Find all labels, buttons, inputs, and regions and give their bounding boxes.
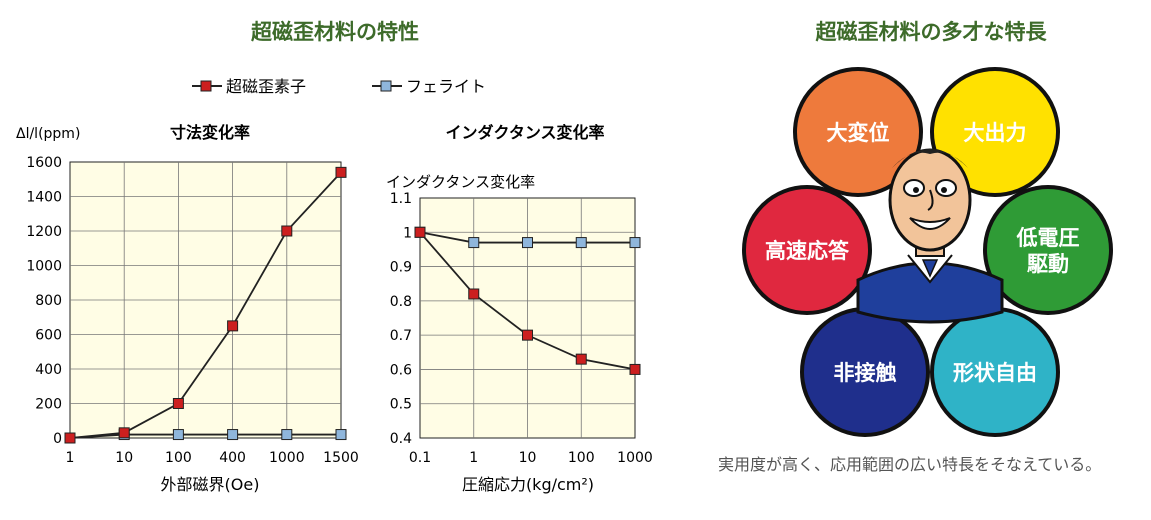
data-point-1 — [172, 429, 184, 441]
feature-label-0: 大変位 — [827, 121, 890, 145]
x-tick-label: 1500 — [323, 450, 359, 466]
data-point-1 — [227, 429, 239, 441]
data-point-0 — [227, 320, 239, 332]
data-point-1 — [281, 429, 293, 441]
data-point-1 — [522, 237, 533, 249]
y-tick-label: 1 — [403, 225, 412, 241]
feature-circle-4: 非接触 — [800, 307, 930, 437]
chart-1-ylabel: Δl/l(ppm) — [16, 126, 80, 142]
data-point-1 — [468, 237, 480, 249]
x-tick-label: 0.1 — [409, 450, 431, 466]
y-tick-label: 600 — [35, 328, 62, 344]
feature-label-2: 高速応答 — [765, 239, 850, 263]
feature-label-3: 低電圧 — [1016, 226, 1080, 250]
x-tick-label: 100 — [568, 450, 595, 466]
data-point-0 — [64, 432, 76, 444]
legend-label-0: 超磁歪素子 — [226, 77, 306, 96]
chart-2: インダクタンス変化率 インダクタンス変化率 0.4 0.5 0.6 0.7 0.8 0.9… — [386, 123, 653, 494]
chart-1-x-tick-labels: 1 10 100 400 1000 1500 — [66, 450, 359, 466]
feature-circle-2: 高速応答 — [742, 185, 872, 315]
data-point-1 — [629, 237, 641, 249]
feature-label-5: 形状自由 — [953, 361, 1037, 385]
right-title: 超磁歪材料の多才な特長 — [815, 20, 1047, 44]
y-tick-label: 0 — [53, 431, 62, 447]
chart-2-y-tick-labels: 0.4 0.5 0.6 0.7 0.8 0.9 1 1.1 — [390, 191, 412, 447]
y-tick-label: 1000 — [26, 259, 62, 275]
chart-1-y-tick-labels: 0 200 400 600 800 1000 1200 1400 1600 — [26, 155, 62, 447]
legend: 超磁歪素子 フェライト — [192, 77, 486, 96]
y-tick-label: 0.7 — [390, 328, 412, 344]
y-tick-label: 0.5 — [390, 397, 412, 413]
data-point-0 — [172, 398, 184, 409]
chart-1-title: 寸法変化率 — [170, 123, 250, 142]
legend-marker-0 — [200, 80, 212, 92]
data-point-0 — [414, 226, 426, 238]
x-tick-label: 10 — [115, 450, 133, 466]
chart-1-xlabel: 外部磁界(Oe) — [161, 475, 260, 494]
caption: 実用度が高く、応用範囲の広い特長をそなえている。 — [718, 455, 1102, 474]
data-point-0 — [468, 288, 480, 300]
feature-label-4: 非接触 — [834, 361, 897, 385]
x-tick-label: 10 — [519, 450, 537, 466]
feature-label-1: 大出力 — [964, 121, 1027, 145]
chart-2-ylabel: インダクタンス変化率 — [386, 173, 535, 191]
series-line-1 — [69, 433, 341, 439]
x-tick-label: 1 — [469, 450, 478, 466]
y-tick-label: 1400 — [26, 190, 62, 206]
series-line-0 — [69, 171, 342, 439]
x-tick-label: 100 — [165, 450, 192, 466]
legend-marker-1 — [380, 80, 392, 92]
y-tick-label: 200 — [35, 397, 62, 413]
data-point-1 — [335, 429, 347, 441]
x-tick-label: 400 — [219, 450, 246, 466]
y-tick-label: 0.9 — [390, 260, 412, 276]
data-point-0 — [522, 329, 533, 341]
feature-circle-0: 大変位 — [793, 67, 923, 197]
x-tick-label: 1000 — [617, 450, 653, 466]
y-tick-label: 1200 — [26, 224, 62, 240]
legend-label-1: フェライト — [406, 77, 486, 96]
chart-2-title: インダクタンス変化率 — [445, 123, 604, 142]
data-point-0 — [335, 166, 347, 178]
data-point-0 — [118, 427, 130, 439]
y-tick-label: 800 — [35, 293, 62, 309]
data-point-0 — [629, 363, 641, 375]
mascot-illustration — [856, 148, 1004, 324]
y-tick-label: 0.4 — [390, 431, 412, 447]
left-title: 超磁歪材料の特性 — [251, 20, 419, 44]
x-tick-label: 1000 — [269, 450, 305, 466]
data-point-0 — [575, 353, 587, 365]
y-tick-label: 0.8 — [390, 294, 412, 310]
feature-label-3: 駆動 — [1027, 252, 1069, 276]
data-point-1 — [575, 237, 587, 249]
y-tick-label: 400 — [35, 362, 62, 378]
chart-1: 寸法変化率 Δl/l(ppm) 020040060080010001200140… — [16, 123, 359, 494]
data-point-0 — [281, 225, 293, 237]
feature-circle-5: 形状自由 — [930, 307, 1060, 437]
chart-area: 超磁歪素子 フェライト 寸法変化率 Δl/l(ppm) 0 200 400 600 80… — [16, 77, 653, 494]
chart-2-xlabel: 圧縮応力(kg/cm²) — [462, 475, 594, 494]
x-tick-label: 1 — [66, 450, 75, 466]
y-tick-label: 1.1 — [390, 191, 412, 207]
chart-2-x-tick-labels: 0.1 1 10 100 1000 — [409, 450, 653, 466]
y-tick-label: 1600 — [26, 155, 62, 171]
y-tick-label: 0.6 — [390, 362, 412, 378]
